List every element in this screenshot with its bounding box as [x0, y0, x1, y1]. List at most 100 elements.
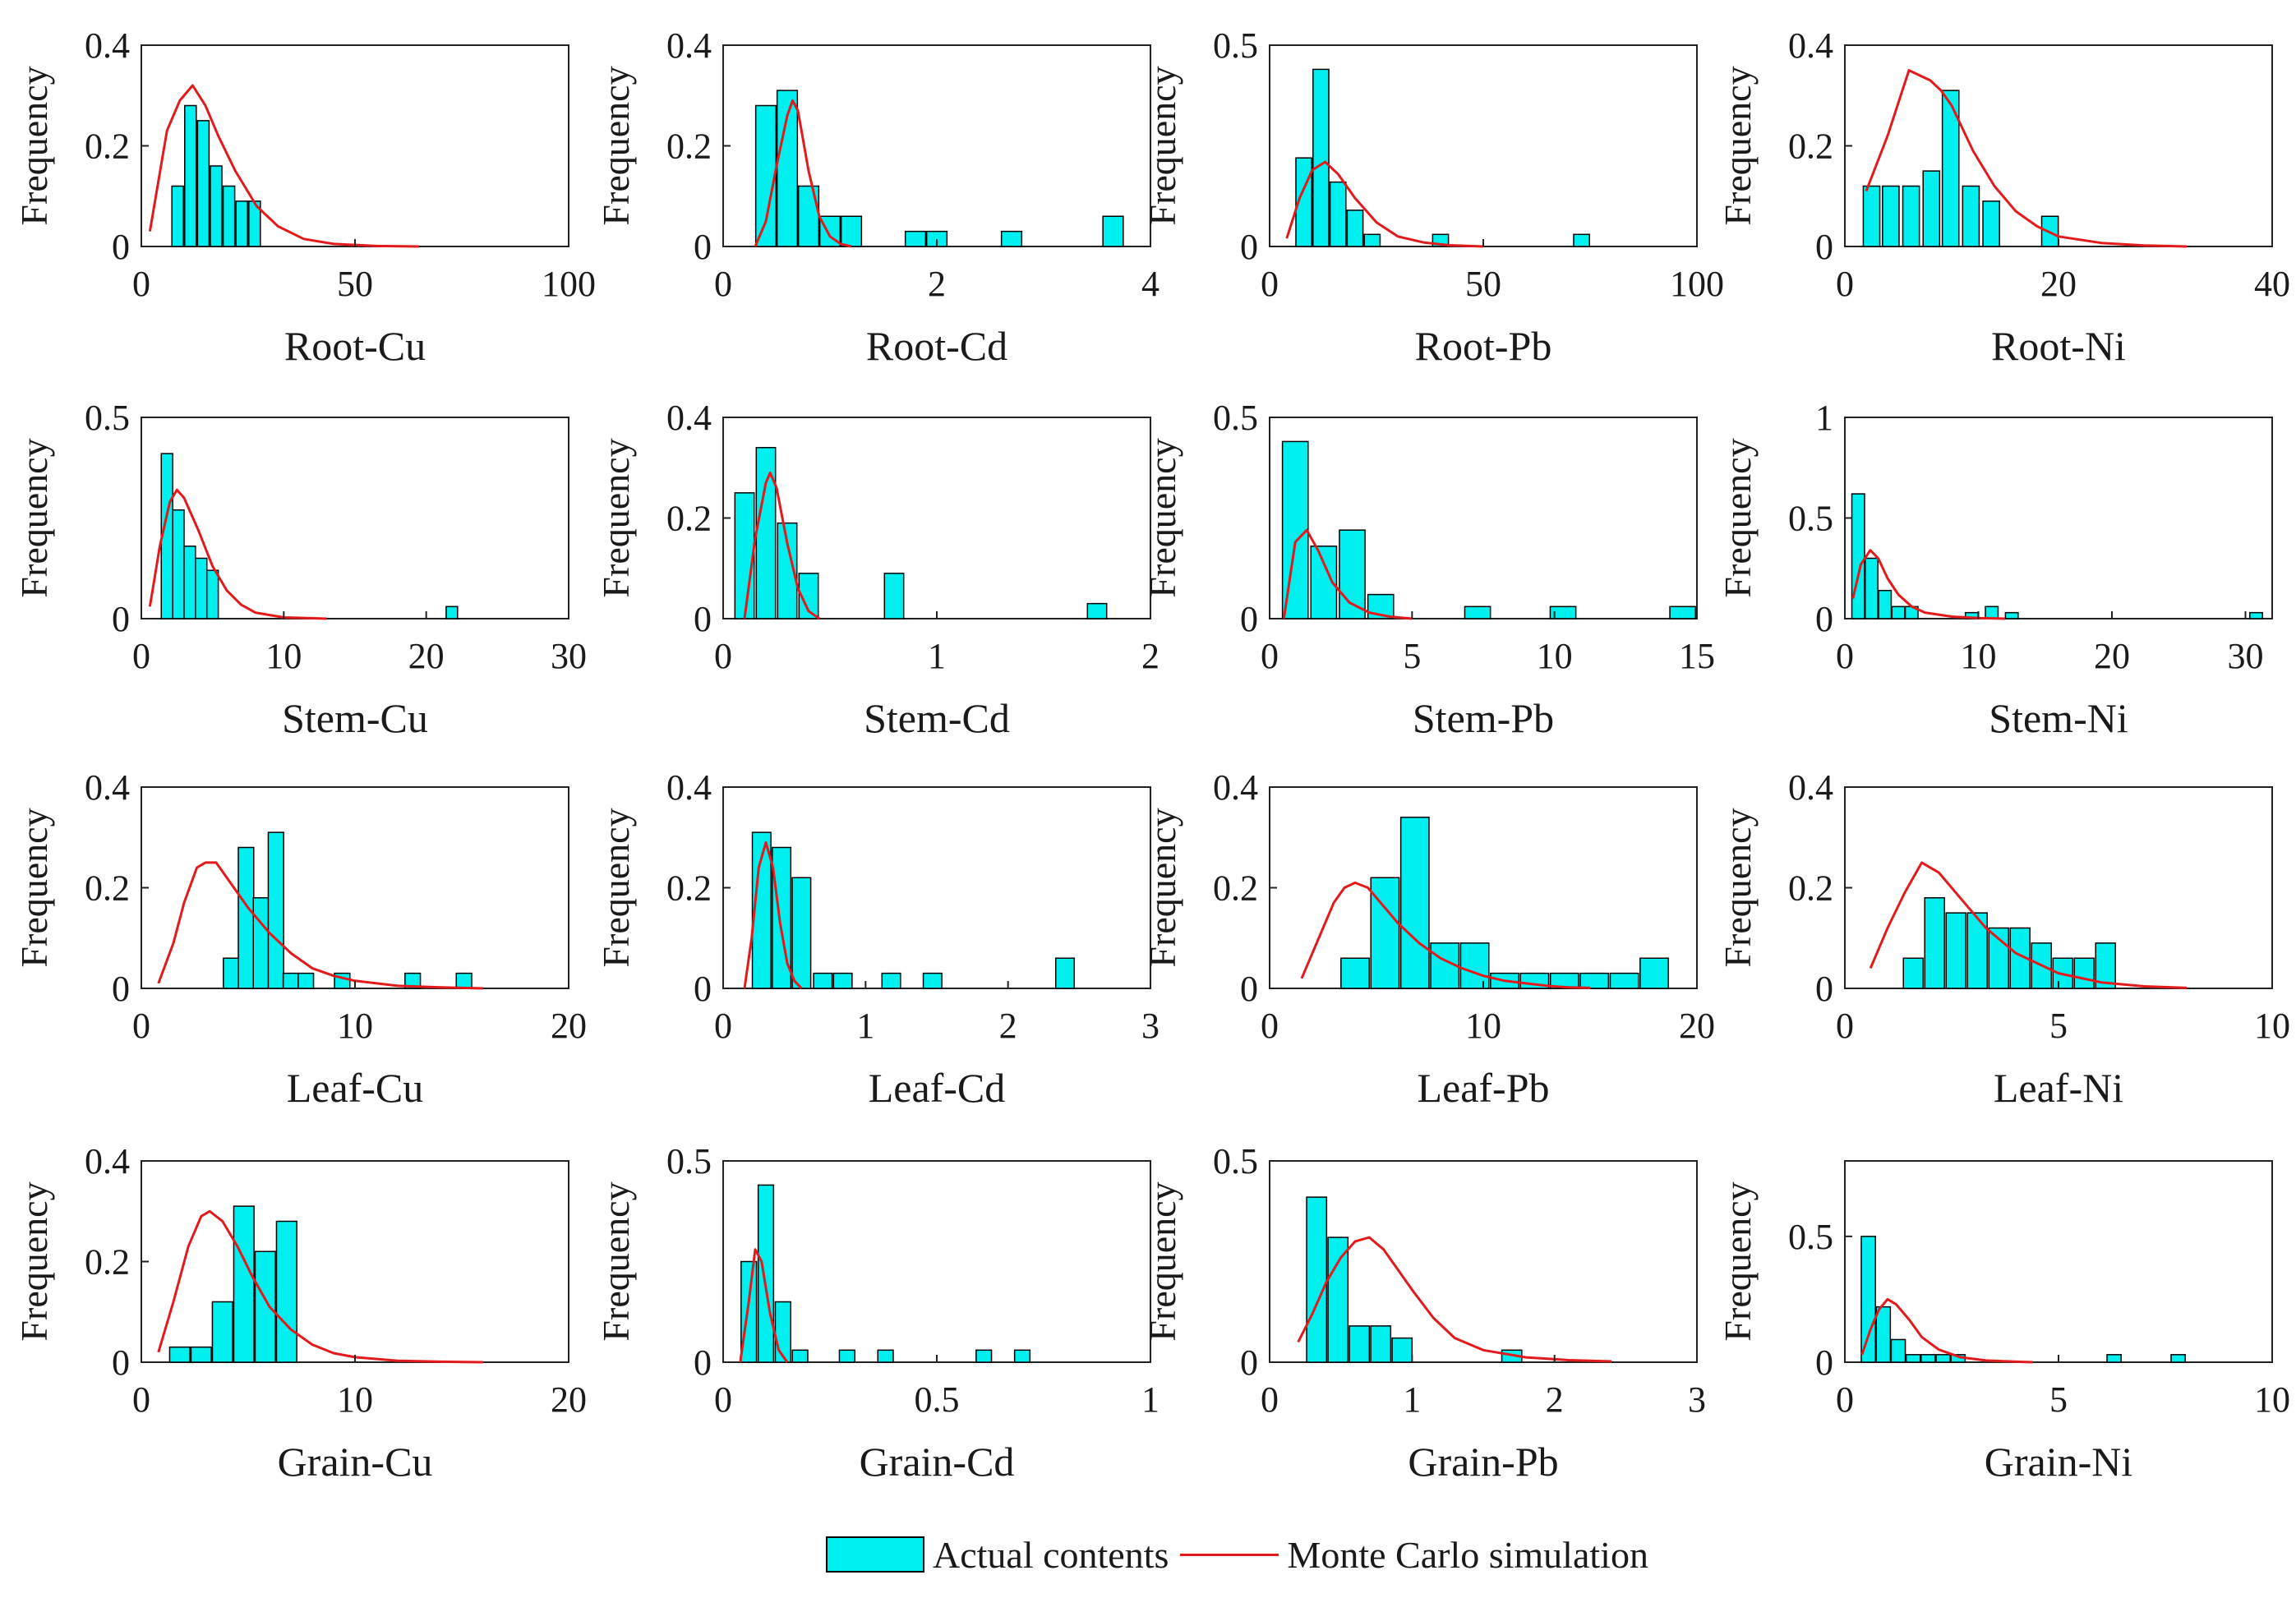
- legend: Actual contents Monte Carlo simulation: [826, 1530, 1648, 1579]
- y-axis-label: Frequency: [595, 66, 637, 225]
- y-tick-label: 0.5: [1788, 499, 1833, 539]
- x-tick-label: 0: [714, 1379, 732, 1420]
- x-axis-label: Leaf-Cu: [287, 1065, 424, 1111]
- histogram-bar: [814, 974, 832, 988]
- x-axis-label: Grain-Pb: [1408, 1439, 1558, 1485]
- y-tick-label: 0.2: [85, 1242, 130, 1283]
- y-axis-label: Frequency: [13, 808, 55, 967]
- x-axis-label: Root-Cu: [284, 323, 426, 369]
- histogram-bar: [1307, 1197, 1326, 1362]
- histogram-bar: [884, 573, 903, 619]
- x-tick-label: 0: [132, 1006, 150, 1046]
- x-tick-label: 20: [551, 1006, 587, 1046]
- histogram-bar: [1371, 877, 1399, 988]
- x-tick-label: 40: [2254, 264, 2290, 304]
- histogram-bar: [1339, 530, 1365, 619]
- histogram-bar: [255, 1251, 275, 1362]
- histogram-bar: [1903, 187, 1920, 247]
- histogram-bar: [833, 974, 852, 988]
- chart-leaf-pb: 0 10 2000.20.4FrequencyLeaf-Pb: [1141, 767, 1715, 1111]
- y-tick-label: 0.5: [1213, 398, 1258, 438]
- y-axis-label: Frequency: [13, 1181, 55, 1341]
- histogram-bar: [1460, 943, 1488, 988]
- histogram-bar: [1989, 928, 2008, 989]
- histogram-bar: [1852, 494, 1865, 619]
- axes-box: [141, 787, 569, 988]
- y-axis-label: Frequency: [13, 438, 55, 597]
- histogram-bar: [1341, 958, 1369, 988]
- chart-root-cd: 0 2 400.20.4FrequencyRoot-Cd: [595, 25, 1160, 369]
- y-tick-label: 0.2: [666, 127, 712, 167]
- x-tick-label: 10: [2254, 1006, 2290, 1046]
- histogram-bar: [1347, 210, 1362, 246]
- histogram-bar: [841, 216, 862, 246]
- histogram-bar: [184, 546, 196, 619]
- chart-grain-ni: 0 5 1000.5FrequencyGrain-Ni: [1717, 1161, 2290, 1485]
- histogram-bar: [1925, 898, 1944, 988]
- histogram-bar: [1865, 559, 1878, 619]
- x-axis-label: Stem-Cu: [282, 695, 428, 741]
- y-axis-label: Frequency: [1141, 808, 1183, 967]
- histogram-bar: [1921, 1355, 1935, 1362]
- monte-carlo-curve: [159, 1211, 483, 1362]
- chart-grid: 0 50 10000.20.4FrequencyRoot-Cu0 2 400.20.4F…: [0, 0, 2296, 1598]
- histogram-bar: [758, 1185, 774, 1362]
- histogram-bar: [298, 974, 314, 988]
- x-tick-label: 10: [337, 1006, 373, 1046]
- y-tick-label: 0.2: [1788, 127, 1833, 167]
- histogram-bar: [185, 106, 196, 247]
- histogram-bar: [1574, 234, 1589, 246]
- histogram-bar: [1002, 232, 1022, 246]
- y-tick-label: 0.4: [666, 398, 712, 438]
- y-tick-label: 0: [1815, 969, 1833, 1009]
- histogram-bar: [792, 877, 811, 988]
- histogram-bar: [1401, 817, 1429, 988]
- y-tick-label: 0.4: [666, 25, 712, 66]
- x-tick-label: 5: [2049, 1006, 2068, 1046]
- histogram-bar: [1015, 1350, 1030, 1362]
- histogram-bar: [1371, 1326, 1390, 1362]
- histogram-bar: [775, 1302, 791, 1363]
- x-tick-label: 0: [1836, 1379, 1854, 1420]
- histogram-bar: [276, 1222, 297, 1363]
- x-axis-label: Grain-Ni: [1985, 1439, 2133, 1485]
- histogram-bar: [1906, 1355, 1920, 1362]
- x-tick-label: 20: [408, 636, 445, 676]
- x-tick-label: 0: [1261, 1006, 1279, 1046]
- histogram-bar: [1891, 1339, 1905, 1362]
- histogram-bar: [1876, 1307, 1890, 1362]
- x-tick-label: 5: [1403, 636, 1421, 676]
- x-tick-label: 50: [1465, 264, 1501, 304]
- histogram-bar: [212, 1302, 233, 1363]
- histogram-bar: [882, 974, 901, 988]
- x-tick-label: 0: [1836, 1006, 1854, 1046]
- x-axis-label: Grain-Cd: [860, 1439, 1015, 1485]
- histogram-bar: [268, 832, 284, 988]
- histogram-bar: [792, 1350, 808, 1362]
- histogram-bar: [1392, 1338, 1412, 1362]
- histogram-bar: [839, 1350, 855, 1362]
- x-tick-label: 10: [2254, 1379, 2290, 1420]
- x-axis-label: Stem-Pb: [1413, 695, 1554, 741]
- histogram-bar: [1610, 974, 1638, 988]
- x-tick-label: 1: [1403, 1379, 1421, 1420]
- histogram-bar: [1861, 1236, 1875, 1362]
- histogram-bar: [1640, 958, 1668, 988]
- x-tick-label: 0: [1261, 1379, 1279, 1420]
- axes-box: [1845, 1161, 2272, 1362]
- y-tick-label: 0: [1240, 969, 1258, 1009]
- x-tick-label: 0: [132, 636, 150, 676]
- y-tick-label: 0: [1815, 1342, 1833, 1383]
- y-tick-label: 0.4: [85, 767, 130, 808]
- x-tick-label: 30: [2228, 636, 2264, 676]
- histogram-bar: [233, 1206, 254, 1362]
- histogram-bar: [1103, 216, 1123, 246]
- chart-root-pb: 0 50 10000.5FrequencyRoot-Pb: [1141, 25, 1724, 369]
- y-tick-label: 0.4: [1788, 25, 1833, 66]
- x-tick-label: 100: [542, 264, 596, 304]
- y-axis-label: Frequency: [13, 66, 55, 225]
- y-tick-label: 0.2: [666, 499, 712, 539]
- y-tick-label: 0: [694, 969, 712, 1009]
- x-tick-label: 3: [1141, 1006, 1160, 1046]
- x-tick-label: 2: [928, 264, 946, 304]
